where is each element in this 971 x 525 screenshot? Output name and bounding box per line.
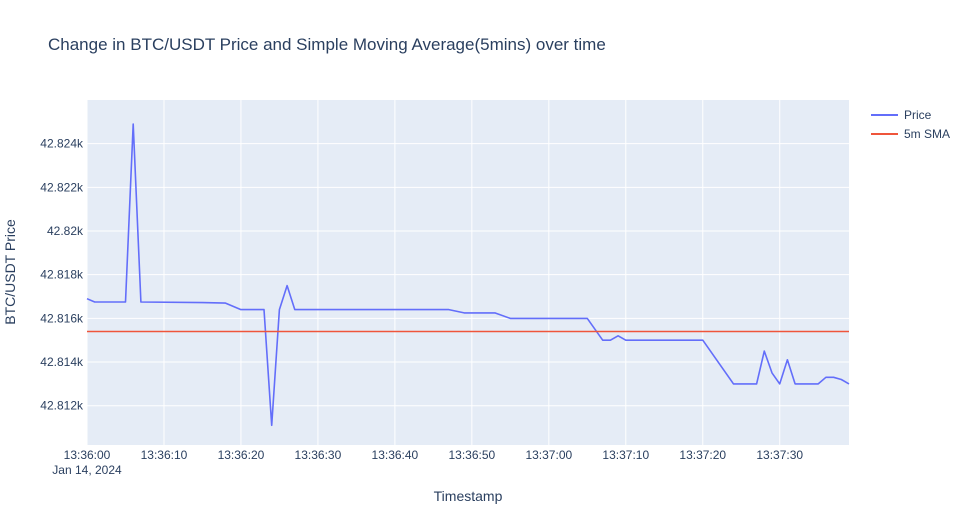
x-tick-labels: 13:36:00 13:36:10 13:36:20 13:36:30 13:36:40… [64, 448, 804, 462]
series-line-price [86, 123, 850, 427]
x-date-label: Jan 14, 2024 [52, 463, 122, 477]
x-tick-label: 13:36:00 [64, 448, 111, 462]
legend-label: 5m SMA [904, 127, 950, 141]
x-tick-label: 13:36:10 [141, 448, 188, 462]
x-axis-title: Timestamp [434, 488, 503, 504]
x-tick-label: 13:37:10 [602, 448, 649, 462]
x-tick-label: 13:37:30 [756, 448, 803, 462]
x-tick-label: 13:37:00 [525, 448, 572, 462]
x-tick-label: 13:37:20 [679, 448, 726, 462]
x-tick-label: 13:36:40 [372, 448, 419, 462]
y-tick-label: 42.824k [40, 137, 84, 151]
y-gridlines [87, 143, 849, 407]
x-gridlines [86, 100, 781, 445]
x-tick-label: 13:36:20 [218, 448, 265, 462]
y-tick-labels: 42.812k 42.814k 42.816k 42.818k 42.82k 42.822… [40, 137, 84, 413]
legend[interactable]: Price 5m SMA [871, 108, 950, 141]
legend-label: Price [904, 108, 932, 122]
y-tick-label: 42.812k [40, 399, 84, 413]
y-tick-label: 42.814k [40, 355, 84, 369]
y-tick-label: 42.822k [40, 180, 84, 194]
y-tick-label: 42.82k [47, 224, 84, 238]
legend-item-price[interactable]: Price [871, 108, 932, 122]
chart-title: Change in BTC/USDT Price and Simple Movi… [48, 35, 606, 54]
series-layer [86, 123, 850, 427]
y-tick-label: 42.816k [40, 311, 84, 325]
x-tick-label: 13:36:30 [295, 448, 342, 462]
x-tick-label: 13:36:50 [448, 448, 495, 462]
y-axis-title: BTC/USDT Price [2, 219, 18, 325]
y-tick-label: 42.818k [40, 268, 84, 282]
plot-area [87, 100, 849, 445]
legend-item-sma[interactable]: 5m SMA [871, 127, 950, 141]
